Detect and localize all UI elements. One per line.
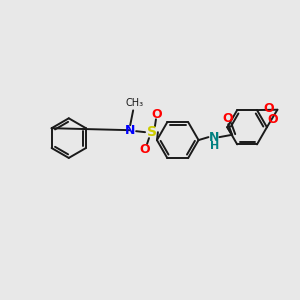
Text: N: N [209,130,220,144]
Text: O: O [268,113,278,126]
Text: O: O [152,108,162,121]
Text: N: N [125,124,135,137]
Text: O: O [263,102,274,116]
Text: O: O [140,142,150,155]
Text: CH₃: CH₃ [125,98,143,108]
Text: O: O [222,112,232,125]
Text: S: S [147,125,157,139]
Text: H: H [210,141,219,151]
